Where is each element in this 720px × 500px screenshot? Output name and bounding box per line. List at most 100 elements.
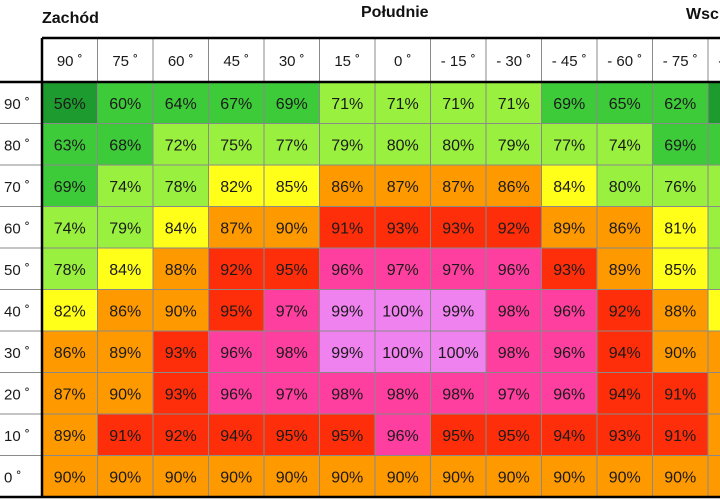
heatmap-cell <box>97 372 153 414</box>
heatmap-cell <box>541 165 597 207</box>
cell-value: 94% <box>553 428 585 445</box>
heatmap-cell <box>319 331 375 373</box>
heatmap-cell <box>42 123 98 165</box>
heatmap-cell <box>708 165 720 207</box>
cell-value: 60% <box>109 96 141 113</box>
heatmap-cell <box>97 455 153 497</box>
heatmap-cell <box>486 248 542 290</box>
heatmap-cell <box>652 248 708 290</box>
cell-value: 90% <box>54 469 86 486</box>
heatmap-cell <box>208 455 264 497</box>
cell-value: 69% <box>664 137 696 154</box>
heatmap-cell <box>208 165 264 207</box>
heatmap-cell <box>319 455 375 497</box>
cell-value: 95% <box>220 303 252 320</box>
heatmap-cell <box>375 123 431 165</box>
cell-value: 96% <box>553 345 585 362</box>
cell-value: 98% <box>387 386 419 403</box>
heatmap-cell <box>597 82 653 124</box>
row-label: 20 ˚ <box>4 386 30 403</box>
heatmap-cell <box>208 414 264 456</box>
cell-value: 87% <box>54 386 86 403</box>
heatmap-cell <box>153 248 209 290</box>
cell-value: 90% <box>220 469 252 486</box>
heatmap-cell <box>541 248 597 290</box>
cell-value: 90% <box>165 303 197 320</box>
column-label: 30 ˚ <box>279 53 305 70</box>
heatmap-cell <box>42 289 98 331</box>
cell-value: 98% <box>276 345 308 362</box>
cell-value: 98% <box>331 386 363 403</box>
cell-value: 99% <box>331 345 363 362</box>
cell-value: 95% <box>331 428 363 445</box>
cell-value: 65% <box>609 96 641 113</box>
cell-value: 90% <box>498 469 530 486</box>
heatmap-cell <box>430 123 486 165</box>
cell-value: 80% <box>387 137 419 154</box>
column-label: - 45 ˚ <box>552 53 587 70</box>
heatmap-cell <box>42 206 98 248</box>
cell-value: 97% <box>442 262 474 279</box>
row-label: 80 ˚ <box>4 137 30 154</box>
cell-value: 89% <box>109 345 141 362</box>
heatmap-cell <box>652 455 708 497</box>
heatmap-cell <box>708 289 720 331</box>
heatmap-cell <box>541 206 597 248</box>
heatmap-cell <box>708 248 720 290</box>
cell-value: 96% <box>553 386 585 403</box>
heatmap-cell <box>430 82 486 124</box>
column-label: 75 ˚ <box>112 53 138 70</box>
heatmap-cell <box>430 331 486 373</box>
cell-value: 85% <box>664 262 696 279</box>
cell-value: 79% <box>331 137 363 154</box>
heatmap-cell <box>375 455 431 497</box>
heatmap-cell <box>97 414 153 456</box>
cell-value: 90% <box>276 469 308 486</box>
heatmap-cell <box>264 248 320 290</box>
cell-value: 95% <box>498 428 530 445</box>
cell-value: 99% <box>442 303 474 320</box>
cell-value: 80% <box>442 137 474 154</box>
row-label: 60 ˚ <box>4 220 30 237</box>
cell-value: 90% <box>165 469 197 486</box>
cell-value: 93% <box>387 220 419 237</box>
heatmap-cell <box>319 289 375 331</box>
heatmap-cell <box>208 289 264 331</box>
cell-value: 96% <box>220 386 252 403</box>
heatmap-cell <box>208 331 264 373</box>
column-label: 45 ˚ <box>223 53 249 70</box>
cell-value: 86% <box>609 220 641 237</box>
cell-value: 72% <box>165 137 197 154</box>
heatmap-cell <box>42 455 98 497</box>
cell-value: 82% <box>220 179 252 196</box>
cell-value: 56% <box>54 96 86 113</box>
cell-value: 93% <box>553 262 585 279</box>
cell-value: 62% <box>664 96 696 113</box>
heatmap-cell <box>541 289 597 331</box>
cell-value: 98% <box>442 386 474 403</box>
heatmap-cell <box>375 248 431 290</box>
heatmap-cell <box>597 372 653 414</box>
cell-value: 93% <box>165 345 197 362</box>
column-label: - 60 ˚ <box>607 53 642 70</box>
row-label: 10 ˚ <box>4 428 30 445</box>
cell-value: 98% <box>498 345 530 362</box>
heatmap-cell <box>42 331 98 373</box>
heatmap-cell <box>708 372 720 414</box>
heatmap-cell <box>264 165 320 207</box>
cell-value: 93% <box>442 220 474 237</box>
heatmap-cell <box>208 82 264 124</box>
cell-value: 71% <box>387 96 419 113</box>
cell-value: 97% <box>276 303 308 320</box>
heatmap-cell <box>42 414 98 456</box>
heatmap-cell <box>430 455 486 497</box>
cell-value: 97% <box>276 386 308 403</box>
cell-value: 97% <box>498 386 530 403</box>
heatmap-cell <box>652 123 708 165</box>
heatmap-cell <box>430 206 486 248</box>
cell-value: 90% <box>664 345 696 362</box>
column-label: - 30 ˚ <box>496 53 531 70</box>
heatmap-cell <box>208 372 264 414</box>
heatmap-cell <box>375 82 431 124</box>
